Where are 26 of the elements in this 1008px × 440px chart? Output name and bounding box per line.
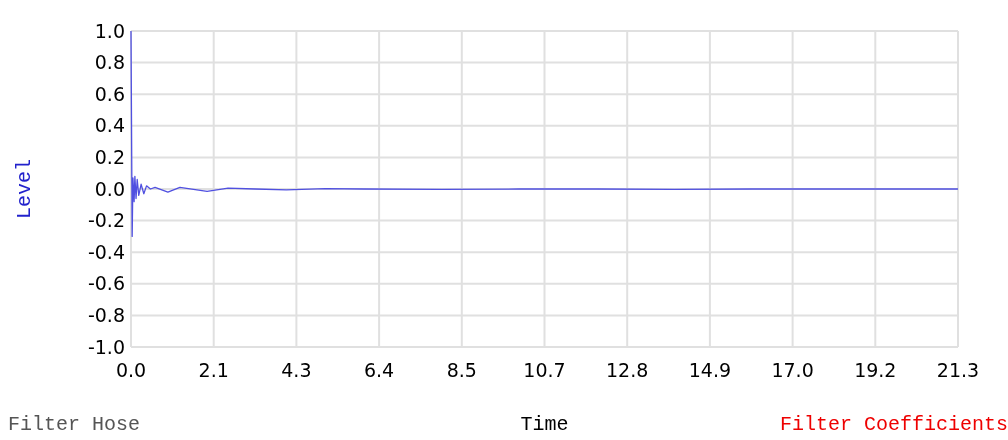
y-tick-label: -1.0: [87, 335, 125, 358]
x-axis-title: Time: [520, 413, 569, 436]
x-tick-label: 17.0: [771, 359, 814, 381]
x-tick-label: 2.1: [198, 359, 229, 381]
x-tick-label: 0.0: [115, 359, 147, 381]
text: Filter Coefficients: [779, 413, 1008, 436]
x-tick-label: 12.8: [606, 359, 649, 381]
y-tick-label: -0.8: [87, 304, 125, 327]
y-tick-label: 0.6: [94, 82, 125, 105]
y-tick-label: -0.4: [87, 240, 125, 263]
x-tick-label: 8.5: [446, 359, 477, 381]
text: Filter Hose: [8, 413, 141, 436]
x-tick-label: 6.4: [363, 359, 395, 381]
x-tick-label: 10.7: [523, 359, 566, 381]
y-tick-label: 1.0: [94, 19, 125, 42]
y-tick-label: 0.2: [94, 146, 125, 169]
y-tick-label: 0.8: [94, 51, 125, 74]
y-tick-label: 0.4: [94, 114, 125, 137]
x-tick-label: 21.3: [936, 359, 980, 381]
x-tick-label: 14.9: [688, 359, 732, 381]
x-tick-label: 4.3: [281, 359, 312, 381]
y-tick-label: -0.2: [87, 209, 125, 232]
x-tick-label: 19.2: [854, 359, 897, 381]
y-tick-label: -0.6: [87, 272, 125, 295]
y-axis-title: Level: [13, 158, 36, 220]
y-tick-label: 0.0: [94, 177, 125, 200]
